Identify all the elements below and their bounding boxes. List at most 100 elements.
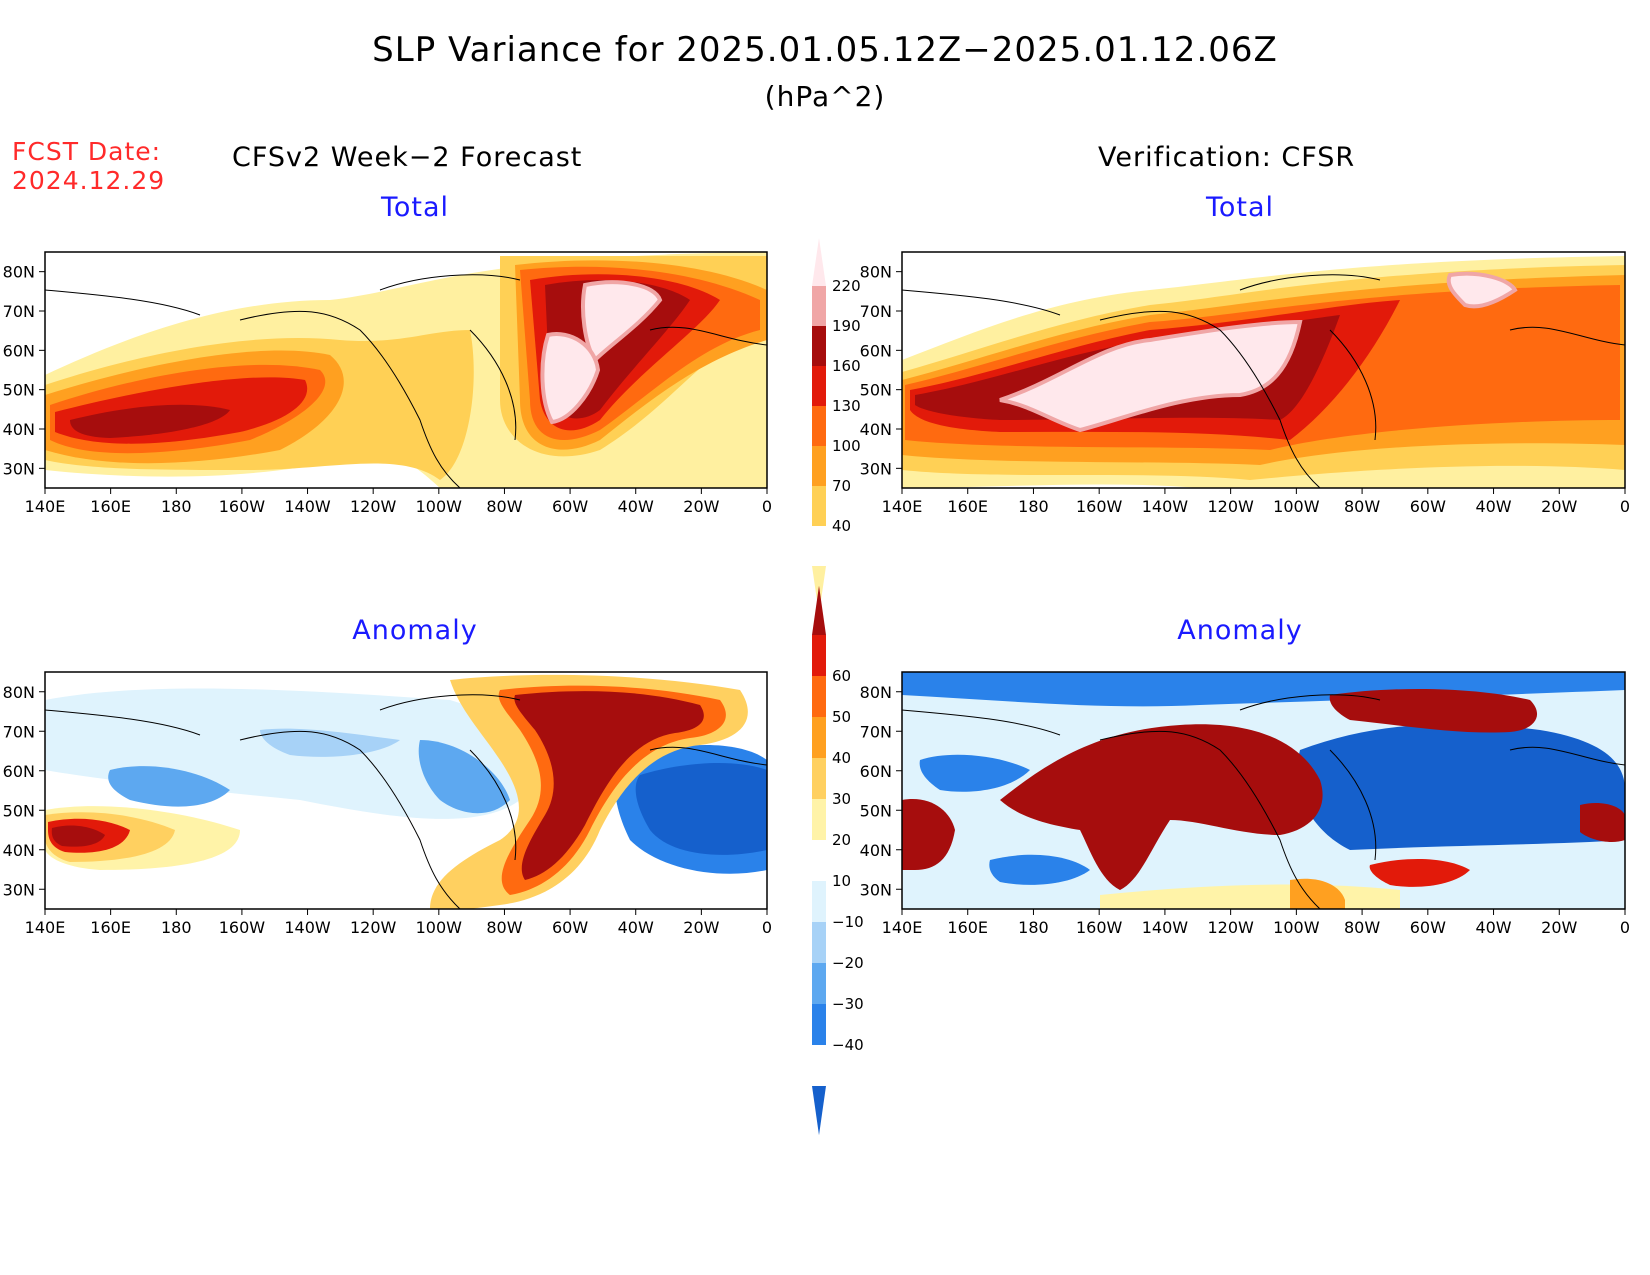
map-verification-anomaly [901,671,1626,910]
colorbar-segment [812,717,826,758]
field-pos-west [902,799,955,870]
map-forecast-total [44,251,768,489]
lon-tick-label: 80W [1344,918,1380,937]
panel-title-forecast-anomaly: Anomaly [352,615,478,646]
colorbar-total: 40 70 100 130 160 190 220 [812,238,861,614]
lon-tick-label: 100W [416,497,463,516]
colorbar-label: 60 [832,667,851,685]
colorbar-label: 30 [832,790,851,808]
lon-tick-label: 40W [1475,497,1511,516]
lat-tick-label: 30N [3,459,35,478]
field-pos-europe [1329,688,1538,733]
colorbar-segment [812,366,826,406]
lat-tick-label: 80N [860,683,892,702]
lat-tick-label: 30N [860,459,892,478]
lat-tick-label: 50N [860,801,892,820]
colorbar-segment [812,238,826,286]
lon-tick-label: 60W [552,918,588,937]
lon-tick-label: 160W [1076,918,1123,937]
lon-tick-label: 20W [683,918,719,937]
lat-tick-label: 40N [860,841,892,860]
lat-tick-label: 70N [3,722,35,741]
colorbar-segment [812,881,826,922]
lon-tick-label: 160E [90,918,131,937]
colorbar-label: 130 [832,397,861,415]
colorbar-label: 100 [832,437,861,455]
lon-tick-label: 60W [552,497,588,516]
field-neg40-north [902,672,1625,707]
colorbar-label: 160 [832,357,861,375]
coastlines [44,274,768,489]
lat-tick-label: 50N [860,381,892,400]
colorbar-segment [812,676,826,717]
field-neg30-pac [919,754,1030,792]
map-forecast-anomaly [44,671,768,910]
field-220 [999,319,1303,433]
lon-tick-label: 60W [1410,497,1446,516]
colorbar-segment [812,840,826,881]
lon-tick-label: 160W [1076,497,1123,516]
lat-tick-label: 70N [860,302,892,321]
colorbar-segment [812,799,826,840]
lon-tick-label: 140E [882,497,923,516]
forecast-column-heading: CFSv2 Week−2 Forecast [232,142,583,173]
verification-column-heading: Verification: CFSR [1098,142,1356,173]
lat-tick-label: 60N [3,341,35,360]
lon-tick-label: 160W [219,497,266,516]
lon-tick-label: 20W [683,497,719,516]
lat-tick-label: 80N [860,263,892,282]
lon-tick-label: 60W [1410,918,1446,937]
lon-tick-label: 140E [25,918,66,937]
colorbar-segment [812,963,826,1004]
lon-tick-label: 40W [618,497,654,516]
lon-tick-label: 120W [1207,918,1254,937]
colorbar-label: 50 [832,708,851,726]
axis-ticks: 80N 70N 60N 50N 40N 30N 140E 160E 180 160W 140W 120… [3,263,1630,937]
field-pos-big [1000,724,1323,890]
colorbar-label: −40 [832,1036,864,1054]
lon-tick-label: 140W [1142,497,1189,516]
colorbar-segment [812,758,826,799]
colorbar-label: 40 [832,517,851,535]
lon-tick-label: 0 [762,497,772,516]
field-neg20 [108,766,230,807]
colorbar-label: 10 [832,872,851,890]
lon-tick-label: 80W [486,497,522,516]
field-pos-trop2 [1290,878,1345,909]
field-neg20b [418,740,510,814]
lon-tick-label: 100W [416,918,463,937]
field-pos-east [1580,803,1625,843]
field-220b [540,332,601,425]
colorbar-anomaly: −40 −30 −20 −10 10 20 30 40 50 60 [812,585,864,1136]
colorbar-label: −10 [832,913,864,931]
colorbar-label: 70 [832,477,851,495]
colorbar-segment [812,585,826,635]
main-title: SLP Variance for 2025.01.05.12Z−2025.01.… [372,30,1278,70]
lon-tick-label: 80W [1344,497,1380,516]
lat-tick-label: 60N [860,762,892,781]
colorbar-label: 220 [832,277,861,295]
field-190 [70,404,230,438]
colorbar-segment [812,286,826,326]
lat-tick-label: 80N [3,263,35,282]
fcst-date-value: 2024.12.29 [12,166,166,195]
field-neg30-pac2 [989,854,1090,885]
panel-title-verification-total: Total [1205,192,1275,223]
lon-tick-label: 140W [1142,918,1189,937]
field-60 [51,825,105,847]
coastlines [44,694,768,910]
lon-tick-label: 160E [947,497,988,516]
colorbar-segment [812,922,826,963]
field-pos-core [514,691,704,880]
lat-tick-label: 60N [3,762,35,781]
map-verification-total [901,251,1626,489]
colorbar-label: −20 [832,954,864,972]
lon-tick-label: 180 [1018,497,1049,516]
coastlines [901,274,1626,489]
lat-tick-label: 70N [860,722,892,741]
colorbar-segment [812,446,826,486]
panel-title-forecast-total: Total [380,192,450,223]
panel-title-verification-anomaly: Anomaly [1177,615,1303,646]
lon-tick-label: 40W [618,918,654,937]
